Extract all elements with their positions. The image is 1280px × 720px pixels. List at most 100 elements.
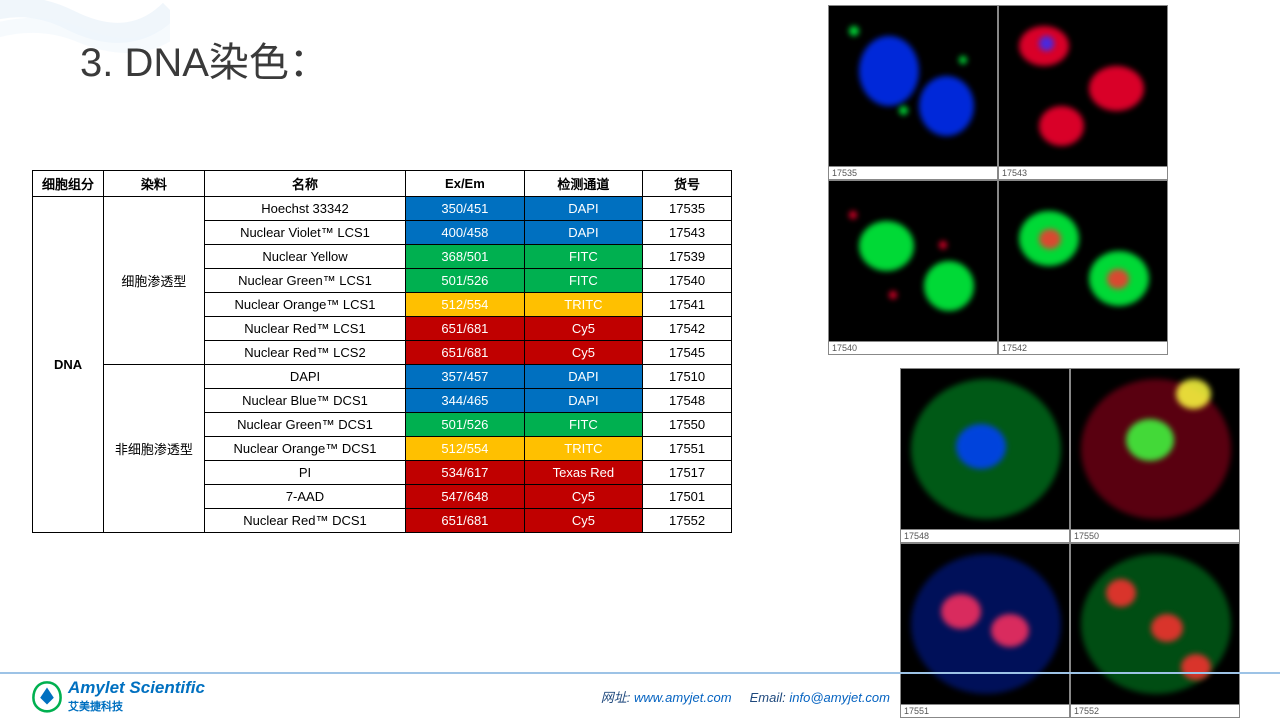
cell-channel: TRITC — [524, 293, 642, 317]
cell-name: Nuclear Yellow — [204, 245, 405, 269]
cell-exem: 512/554 — [406, 437, 524, 461]
thumbnail-label: 17535 — [829, 166, 997, 179]
cell-exem: 400/458 — [406, 221, 524, 245]
header-exem: Ex/Em — [406, 171, 524, 197]
cell-component: DNA — [33, 197, 104, 533]
cell-catalog: 17517 — [643, 461, 732, 485]
cell-catalog: 17550 — [643, 413, 732, 437]
page-title: 3. DNA染色： — [80, 30, 329, 88]
email-label: Email: — [750, 690, 786, 705]
cell-channel: TRITC — [524, 437, 642, 461]
microscopy-image — [1071, 369, 1239, 529]
cell-channel: Cy5 — [524, 341, 642, 365]
url-link[interactable]: www.amyjet.com — [634, 690, 732, 705]
cell-name: Nuclear Green™ DCS1 — [204, 413, 405, 437]
cell-exem: 512/554 — [406, 293, 524, 317]
thumbnail-cell: 17542 — [998, 180, 1168, 355]
cell-exem: 651/681 — [406, 509, 524, 533]
cell-exem: 501/526 — [406, 269, 524, 293]
footer: Amylet Scientific 艾美捷科技 网址: www.amyjet.c… — [0, 672, 1280, 714]
cell-channel: DAPI — [524, 221, 642, 245]
table-row: 非细胞渗透型DAPI357/457DAPI17510 — [33, 365, 732, 389]
thumbnail-cell: 17550 — [1070, 368, 1240, 543]
thumbnail-cell: 17535 — [828, 5, 998, 180]
cell-catalog: 17543 — [643, 221, 732, 245]
thumbnail-cell: 17540 — [828, 180, 998, 355]
microscopy-image — [829, 181, 997, 341]
cell-channel: FITC — [524, 245, 642, 269]
cell-catalog: 17551 — [643, 437, 732, 461]
header-component: 细胞组分 — [33, 171, 104, 197]
cell-catalog: 17542 — [643, 317, 732, 341]
cell-channel: Cy5 — [524, 317, 642, 341]
cell-name: Nuclear Orange™ LCS1 — [204, 293, 405, 317]
cell-channel: Texas Red — [524, 461, 642, 485]
thumbnail-label: 17540 — [829, 341, 997, 354]
cell-catalog: 17510 — [643, 365, 732, 389]
logo-text-en: Amylet Scientific — [68, 678, 205, 698]
cell-catalog: 17541 — [643, 293, 732, 317]
microscopy-image — [999, 6, 1167, 166]
logo-text-cn: 艾美捷科技 — [68, 698, 205, 714]
logo-icon — [30, 679, 64, 713]
cell-name: Nuclear Red™ LCS1 — [204, 317, 405, 341]
cell-exem: 534/617 — [406, 461, 524, 485]
cell-catalog: 17539 — [643, 245, 732, 269]
cell-name: Nuclear Green™ LCS1 — [204, 269, 405, 293]
table-row: DNA细胞渗透型Hoechst 33342350/451DAPI17535 — [33, 197, 732, 221]
cell-name: Nuclear Blue™ DCS1 — [204, 389, 405, 413]
microscopy-image — [999, 181, 1167, 341]
cell-name: Nuclear Orange™ DCS1 — [204, 437, 405, 461]
cell-name: Hoechst 33342 — [204, 197, 405, 221]
cell-catalog: 17501 — [643, 485, 732, 509]
cell-dye-type: 非细胞渗透型 — [104, 365, 205, 533]
cell-channel: DAPI — [524, 197, 642, 221]
dna-dye-table: 细胞组分 染料 名称 Ex/Em 检测通道 货号 DNA细胞渗透型Hoechst… — [32, 170, 732, 533]
cell-exem: 547/648 — [406, 485, 524, 509]
thumbnail-label: 17543 — [999, 166, 1167, 179]
table-header-row: 细胞组分 染料 名称 Ex/Em 检测通道 货号 — [33, 171, 732, 197]
cell-name: Nuclear Violet™ LCS1 — [204, 221, 405, 245]
url-label: 网址: — [601, 690, 631, 705]
cell-channel: FITC — [524, 269, 642, 293]
cell-name: DAPI — [204, 365, 405, 389]
microscopy-image — [829, 6, 997, 166]
cell-name: 7-AAD — [204, 485, 405, 509]
thumbnail-label: 17550 — [1071, 529, 1239, 542]
cell-channel: Cy5 — [524, 485, 642, 509]
cell-exem: 651/681 — [406, 317, 524, 341]
cell-channel: Cy5 — [524, 509, 642, 533]
cell-catalog: 17552 — [643, 509, 732, 533]
company-logo: Amylet Scientific 艾美捷科技 — [30, 678, 205, 714]
thumbnail-cell: 17548 — [900, 368, 1070, 543]
email-link[interactable]: info@amyjet.com — [789, 690, 890, 705]
header-channel: 检测通道 — [524, 171, 642, 197]
cell-catalog: 17545 — [643, 341, 732, 365]
cell-exem: 357/457 — [406, 365, 524, 389]
header-name: 名称 — [204, 171, 405, 197]
cell-exem: 344/465 — [406, 389, 524, 413]
thumbnail-grid-bottom: 17548175501755117552 — [900, 368, 1245, 718]
microscopy-image — [901, 369, 1069, 529]
header-catalog: 货号 — [643, 171, 732, 197]
thumbnail-grid-top: 1753517543 1754017542 — [828, 5, 1173, 355]
cell-channel: DAPI — [524, 389, 642, 413]
thumbnail-label: 17548 — [901, 529, 1069, 542]
cell-name: PI — [204, 461, 405, 485]
contact-info: 网址: www.amyjet.com Email: info@amyjet.co… — [601, 687, 890, 706]
cell-exem: 651/681 — [406, 341, 524, 365]
cell-name: Nuclear Red™ LCS2 — [204, 341, 405, 365]
cell-catalog: 17540 — [643, 269, 732, 293]
cell-exem: 501/526 — [406, 413, 524, 437]
cell-name: Nuclear Red™ DCS1 — [204, 509, 405, 533]
cell-catalog: 17535 — [643, 197, 732, 221]
cell-catalog: 17548 — [643, 389, 732, 413]
cell-exem: 368/501 — [406, 245, 524, 269]
thumbnail-cell: 17543 — [998, 5, 1168, 180]
cell-dye-type: 细胞渗透型 — [104, 197, 205, 365]
cell-exem: 350/451 — [406, 197, 524, 221]
cell-channel: DAPI — [524, 365, 642, 389]
header-type: 染料 — [104, 171, 205, 197]
cell-channel: FITC — [524, 413, 642, 437]
thumbnail-label: 17542 — [999, 341, 1167, 354]
